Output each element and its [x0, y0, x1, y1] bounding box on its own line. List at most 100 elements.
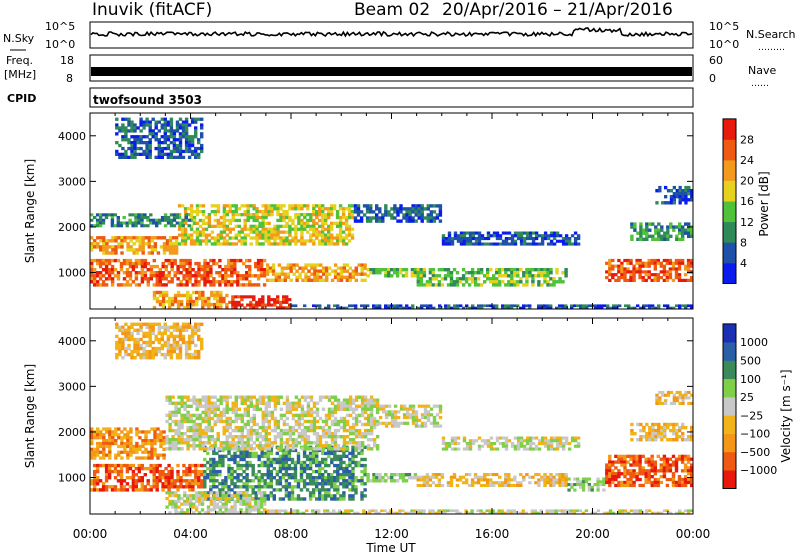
data-cell: [124, 156, 127, 159]
data-cell: [129, 464, 132, 467]
data-cell: [102, 433, 105, 436]
data-cell: [164, 224, 167, 227]
data-cell: [229, 219, 232, 222]
data-cell: [322, 432, 325, 435]
data-cell: [354, 304, 357, 307]
data-cell: [605, 262, 608, 265]
data-cell: [286, 444, 289, 447]
data-cell: [282, 236, 285, 239]
data-cell: [250, 444, 253, 447]
data-cell: [654, 463, 657, 466]
data-cell: [654, 232, 657, 235]
data-cell: [363, 470, 366, 473]
data-cell: [126, 242, 129, 245]
data-cell: [212, 473, 215, 476]
data-cell: [174, 438, 177, 441]
data-cell: [242, 452, 245, 455]
data-cell: [262, 414, 265, 417]
data-cell: [663, 279, 666, 282]
data-cell: [663, 238, 666, 241]
data-cell: [623, 475, 626, 478]
data-cell: [114, 439, 117, 442]
data-cell: [313, 279, 316, 282]
data-cell: [498, 283, 501, 286]
data-cell: [188, 482, 191, 485]
data-cell: [286, 447, 289, 450]
data-cell: [136, 251, 139, 254]
data-cell: [402, 213, 405, 216]
data-cell: [176, 485, 179, 488]
data-cell: [325, 270, 328, 273]
data-cell: [442, 234, 445, 237]
data-cell: [369, 207, 372, 210]
data-cell: [635, 455, 638, 458]
data-cell: [190, 207, 193, 210]
data-cell: [90, 448, 93, 451]
data-cell: [279, 301, 282, 304]
data-cell: [241, 447, 244, 450]
data-cell: [285, 239, 288, 242]
data-cell: [245, 464, 248, 467]
data-cell: [279, 239, 282, 242]
data-cell: [348, 213, 351, 216]
data-cell: [334, 273, 337, 276]
data-cell: [684, 466, 687, 469]
data-cell: [126, 470, 129, 473]
data-cell: [148, 242, 151, 245]
data-cell: [336, 470, 339, 473]
data-cell: [552, 277, 555, 280]
data-cell: [161, 482, 164, 485]
data-cell: [330, 204, 333, 207]
nsky-rtick-bottom: 10^0: [709, 38, 739, 51]
data-cell: [264, 216, 267, 219]
data-cell: [612, 304, 615, 307]
data-cell: [273, 239, 276, 242]
data-cell: [117, 219, 120, 222]
data-cell: [429, 271, 432, 274]
data-cell: [288, 239, 291, 242]
data-cell: [274, 396, 277, 399]
data-cell: [282, 467, 285, 470]
data-cell: [217, 417, 220, 420]
data-cell: [189, 438, 192, 441]
data-cell: [235, 219, 238, 222]
data-cell: [675, 267, 678, 270]
data-cell: [468, 283, 471, 286]
data-cell: [648, 478, 651, 481]
data-cell: [630, 235, 633, 238]
data-cell: [339, 455, 342, 458]
data-cell: [189, 300, 192, 303]
data-cell: [286, 396, 289, 399]
data-cell: [132, 265, 135, 268]
data-cell: [321, 467, 324, 470]
data-cell: [123, 262, 126, 265]
data-cell: [325, 279, 328, 282]
data-cell: [201, 297, 204, 300]
data-cell: [279, 231, 282, 234]
data-cell: [190, 236, 193, 239]
data-cell: [447, 268, 450, 271]
data-cell: [330, 452, 333, 455]
data-cell: [648, 270, 651, 273]
data-cell: [405, 268, 408, 271]
data-cell: [513, 280, 516, 283]
data-cell: [105, 216, 108, 219]
data-cell: [298, 273, 301, 276]
data-cell: [93, 245, 96, 248]
data-cell: [170, 479, 173, 482]
data-cell: [159, 300, 162, 303]
data-cell: [298, 399, 301, 402]
data-cell: [648, 472, 651, 475]
y-tick-label: 4000: [58, 130, 86, 143]
data-cell: [126, 268, 129, 271]
data-cell: [310, 420, 313, 423]
data-cell: [250, 405, 253, 408]
data-cell: [179, 476, 182, 479]
data-cell: [162, 442, 165, 445]
data-cell: [687, 478, 690, 481]
data-cell: [168, 396, 171, 399]
data-cell: [120, 439, 123, 442]
data-cell: [492, 484, 495, 487]
data-cell: [336, 210, 339, 213]
data-cell: [295, 279, 298, 282]
